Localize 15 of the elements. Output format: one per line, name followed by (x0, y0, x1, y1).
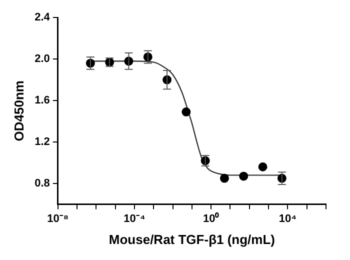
y-tick-label: 1.6 (34, 94, 50, 107)
y-tick-label: 0.8 (34, 178, 50, 190)
x-tick-label: 10⁻⁸ (47, 212, 69, 225)
y-axis-title: OD450nm (11, 80, 26, 142)
point (239, 172, 248, 181)
x-tick-label: 10⁻⁴ (124, 212, 146, 225)
point (182, 107, 191, 116)
x-tick-label: 10⁰ (202, 212, 220, 225)
y-tick-label: 2.0 (34, 53, 50, 66)
y-tick-label: 2.4 (34, 12, 51, 24)
point (220, 174, 229, 183)
y-tick-label: 1.2 (34, 136, 50, 148)
x-axis-title: Mouse/Rat TGF-β1 (ng/mL) (108, 232, 275, 247)
point (258, 162, 268, 172)
x-tick-label: 10⁴ (278, 212, 297, 225)
